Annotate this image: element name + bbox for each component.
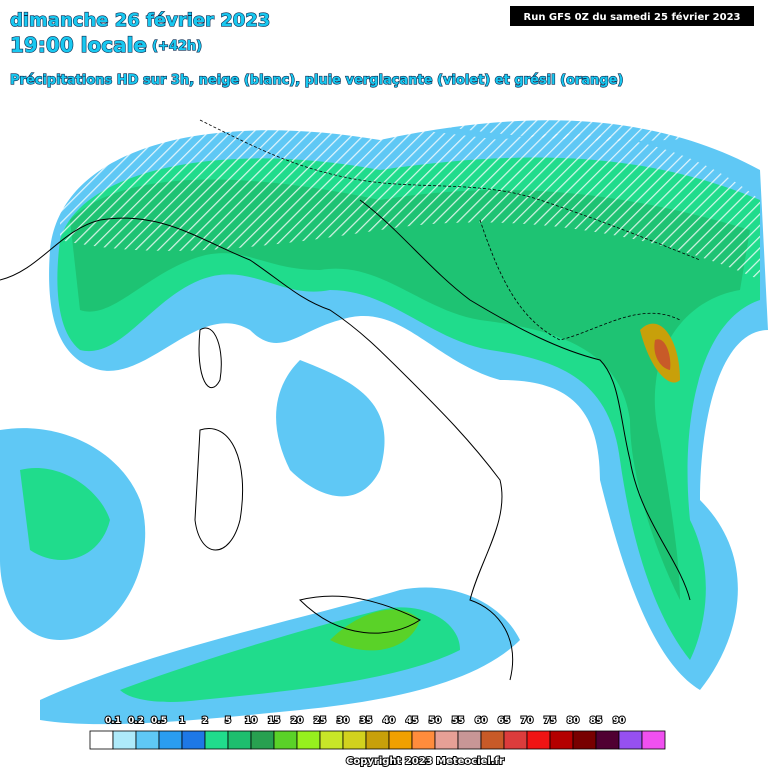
legend-swatch xyxy=(526,730,551,750)
legend-swatch xyxy=(319,730,344,750)
lead-time: (+42h) xyxy=(152,39,202,54)
legend-label: 55 xyxy=(452,716,465,726)
legend-swatch xyxy=(342,730,367,750)
legend-swatch xyxy=(572,730,597,750)
legend-swatch xyxy=(158,730,183,750)
borders xyxy=(199,119,701,341)
legend-label: 35 xyxy=(360,716,373,726)
legend-swatch xyxy=(549,730,574,750)
legend-swatch xyxy=(411,730,436,750)
legend-swatch xyxy=(595,730,620,750)
legend-swatch xyxy=(641,730,666,750)
copyright: Copyright 2023 Meteociel.fr xyxy=(346,756,504,767)
legend: 0.1 0.2 0.5 1 2 5 10 15 20 25 30 35 40 45 50 55 60 65 70 75… xyxy=(89,715,666,750)
legend-label: 0.2 xyxy=(128,716,144,726)
legend-swatch xyxy=(503,730,528,750)
legend-label: 50 xyxy=(429,716,442,726)
coastlines xyxy=(0,199,691,681)
legend-label: 20 xyxy=(291,716,304,726)
legend-label: 15 xyxy=(268,716,281,726)
legend-label: 1 xyxy=(179,716,185,726)
precipitation-field xyxy=(0,0,768,725)
legend-label: 85 xyxy=(590,716,603,726)
legend-swatch xyxy=(365,730,390,750)
legend-label: 2 xyxy=(202,716,208,726)
legend-swatch xyxy=(434,730,459,750)
legend-swatch xyxy=(227,730,252,750)
legend-swatch xyxy=(204,730,229,750)
map-title: dimanche 26 février 2023 xyxy=(10,10,270,31)
map-subtitle: 19:00 locale xyxy=(10,33,147,57)
legend-label: 90 xyxy=(613,716,626,726)
legend-swatch xyxy=(250,730,275,750)
legend-label: 60 xyxy=(475,716,488,726)
legend-label: 75 xyxy=(544,716,557,726)
legend-label: 80 xyxy=(567,716,580,726)
legend-label: 40 xyxy=(383,716,396,726)
legend-swatch xyxy=(181,730,206,750)
legend-swatch xyxy=(89,730,114,750)
map-description: Précipitations HD sur 3h, neige (blanc),… xyxy=(10,73,623,88)
legend-label: 65 xyxy=(498,716,511,726)
legend-label: 0.1 xyxy=(105,716,121,726)
legend-label: 30 xyxy=(337,716,350,726)
run-label-box xyxy=(510,6,754,26)
legend-label: 0.5 xyxy=(151,716,167,726)
legend-label: 10 xyxy=(245,716,258,726)
legend-swatch xyxy=(618,730,643,750)
legend-swatch xyxy=(388,730,413,750)
legend-swatch xyxy=(457,730,482,750)
legend-swatch xyxy=(135,730,160,750)
legend-swatch xyxy=(480,730,505,750)
run-label: Run GFS 0Z du samedi 25 février 2023 xyxy=(524,11,741,23)
legend-swatch xyxy=(296,730,321,750)
legend-label: 25 xyxy=(314,716,327,726)
legend-swatch xyxy=(112,730,137,750)
legend-label: 45 xyxy=(406,716,419,726)
legend-label: 5 xyxy=(225,716,231,726)
legend-swatch xyxy=(273,730,298,750)
legend-label: 70 xyxy=(521,716,534,726)
